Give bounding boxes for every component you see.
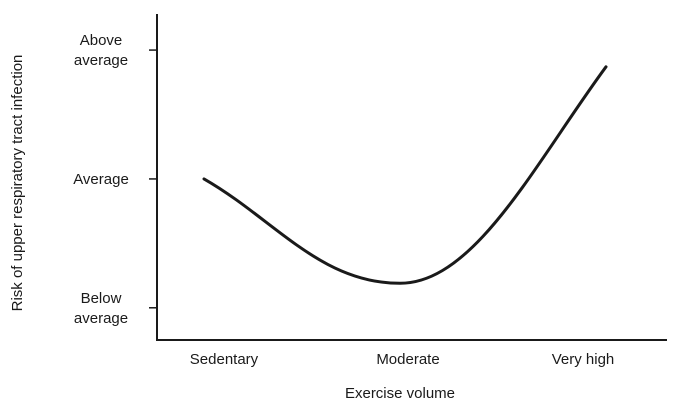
x-tick-labels: Sedentary Moderate Very high: [190, 351, 614, 368]
y-tick-label: Above average: [74, 32, 128, 69]
y-tick-label: Below average: [74, 290, 128, 327]
y-axis-title: Risk of upper respiratory tract infectio…: [9, 55, 26, 312]
y-ticks: Below average Average Above average: [73, 32, 157, 327]
x-axis-title: Exercise volume: [345, 385, 455, 402]
risk-curve: [202, 65, 608, 285]
x-tick-label-moderate: Moderate: [376, 351, 439, 368]
x-tick-label-sedentary: Sedentary: [190, 351, 259, 368]
series: [202, 65, 608, 285]
y-tick-label: Average: [73, 171, 129, 188]
x-tick-label-very-high: Very high: [552, 351, 615, 368]
